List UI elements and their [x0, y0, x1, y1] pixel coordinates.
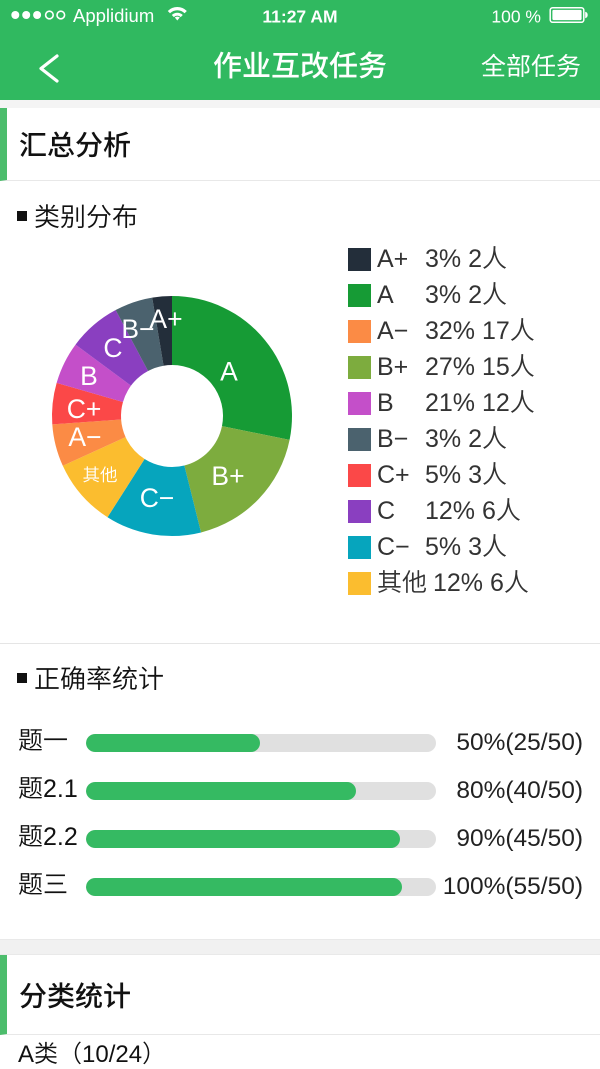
svg-text:11:27 AM: 11:27 AM: [262, 7, 337, 27]
svg-text:A: A: [220, 357, 238, 387]
svg-text:A−: A−: [68, 422, 101, 452]
svg-text:C+: C+: [67, 394, 102, 424]
svg-text:作业互改任务: 作业互改任务: [213, 43, 387, 85]
svg-text:全部任务: 全部任务: [481, 53, 581, 81]
svg-text:Applidium: Applidium: [73, 5, 154, 26]
svg-text:B: B: [80, 361, 98, 391]
svg-text:B−: B−: [121, 314, 154, 344]
svg-text:100 %: 100 %: [491, 7, 541, 27]
svg-text:其他: 其他: [83, 465, 118, 485]
svg-text:B+: B+: [211, 461, 244, 491]
svg-text:A+: A+: [149, 304, 182, 334]
svg-text:C: C: [103, 333, 122, 363]
svg-text:C−: C−: [140, 483, 175, 513]
